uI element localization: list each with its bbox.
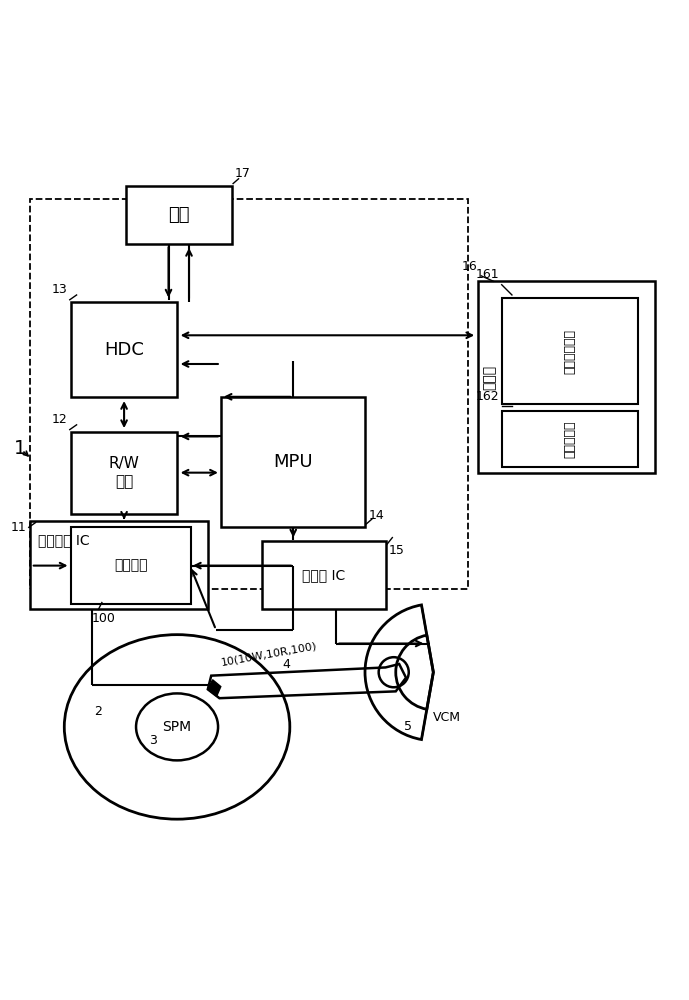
Bar — [71, 302, 177, 397]
Bar — [263, 541, 386, 609]
Text: 13: 13 — [52, 283, 68, 296]
Bar — [30, 521, 208, 609]
Bar — [221, 397, 365, 527]
Text: 1: 1 — [14, 439, 26, 458]
Text: 15: 15 — [389, 544, 405, 557]
Text: R/W
通道: R/W 通道 — [109, 456, 140, 489]
Text: 100: 100 — [92, 612, 116, 625]
Text: MPU: MPU — [274, 453, 313, 471]
Text: 3: 3 — [150, 734, 157, 747]
Text: 存储器: 存储器 — [482, 364, 496, 390]
Bar — [71, 527, 191, 604]
Text: 驱动器 IC: 驱动器 IC — [302, 568, 346, 582]
Text: 10(10W,10R,100): 10(10W,10R,100) — [220, 641, 318, 667]
Bar — [30, 199, 468, 589]
Text: 阈値存储部: 阈値存储部 — [564, 420, 577, 458]
Text: HDC: HDC — [104, 341, 144, 359]
Text: 11: 11 — [11, 521, 27, 534]
Text: 4: 4 — [282, 658, 290, 671]
Text: 17: 17 — [235, 167, 251, 180]
Text: 5: 5 — [404, 720, 412, 733]
Text: 161: 161 — [475, 268, 499, 281]
Polygon shape — [208, 680, 220, 696]
Text: 缺陷位存储部: 缺陷位存储部 — [564, 329, 577, 374]
Bar — [71, 432, 177, 514]
Text: 2: 2 — [94, 705, 103, 718]
Text: 头放大器 IC: 头放大器 IC — [39, 533, 90, 547]
Bar — [477, 281, 655, 473]
Text: 16: 16 — [462, 260, 477, 273]
Text: 14: 14 — [369, 509, 384, 522]
Bar — [126, 186, 232, 244]
Text: 12: 12 — [52, 413, 68, 426]
Bar — [502, 411, 639, 467]
Bar — [502, 298, 639, 404]
Text: 检查电路: 检查电路 — [114, 559, 147, 573]
Text: SPM: SPM — [163, 720, 192, 734]
Text: 162: 162 — [475, 390, 499, 403]
Text: 主机: 主机 — [168, 206, 189, 224]
Text: VCM: VCM — [433, 711, 461, 724]
